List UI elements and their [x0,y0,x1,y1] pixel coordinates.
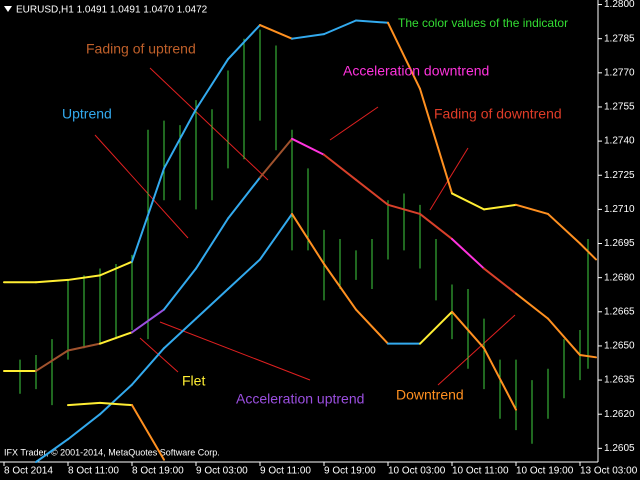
x-tick-label: 10 Oct 19:00 [516,466,574,477]
indicator-segment [227,258,261,291]
indicator-segment [547,317,581,357]
indicator-segment [35,349,69,372]
indicator-segment [227,176,261,220]
y-tick-label: 1.2725 [604,170,635,181]
y-tick-label: 1.2605 [604,443,635,454]
indicator-segment [99,260,133,277]
indicator-segment [291,137,325,156]
indicator-segment [67,342,101,352]
arrow [159,321,311,381]
y-tick-label: 1.2785 [604,33,635,44]
indicator-segment [67,401,101,407]
indicator-segment [291,212,325,265]
indicator-segment [195,288,229,320]
annotation: Acceleration downtrend [343,63,489,79]
indicator-segment [67,413,101,441]
y-tick-label: 1.2710 [604,204,635,215]
y-tick-label: 1.2665 [604,306,635,317]
arrow [94,134,189,239]
annotation: Uptrend [62,106,112,122]
y-tick-label: 1.2650 [604,341,635,352]
annotation: Flet [182,373,205,389]
indicator-segment [323,263,357,311]
indicator-segment [547,212,581,245]
x-tick-label: 10 Oct 11:00 [452,466,509,477]
indicator-segment [195,58,229,111]
indicator-segment [579,354,597,359]
y-tick-label: 1.2755 [604,102,635,113]
indicator-segment [483,203,517,211]
indicator-segment [419,87,453,195]
x-tick-label: 8 Oct 2014 [4,466,53,477]
y-tick-label: 1.2695 [604,238,635,249]
arrow [149,67,269,181]
arrow [437,314,516,386]
symbol-icon [4,6,12,12]
indicator-segment [483,347,517,411]
x-tick-label: 9 Oct 19:00 [324,466,376,477]
indicator-segment [227,24,261,61]
indicator-segment [99,383,133,416]
y-tick-label: 1.2620 [604,409,635,420]
indicator-segment [579,242,597,261]
indicator-segment [419,212,453,240]
x-tick-label: 10 Oct 03:00 [388,466,446,477]
indicator-segment [259,212,293,261]
x-tick-label: 8 Oct 19:00 [132,466,184,477]
annotation: The color values of the indicator [398,16,568,30]
indicator-segment [323,19,357,36]
indicator-segment [259,24,293,40]
indicator-segment [35,278,69,284]
indicator-segment [355,308,389,345]
indicator-segment [451,192,485,211]
indicator-segment [387,21,421,90]
indicator-segment [35,438,69,463]
indicator-segment [451,310,485,350]
arrow [429,147,469,211]
annotation: Fading of uptrend [86,41,196,57]
indicator-segment [163,267,197,311]
indicator-segment [99,401,133,407]
arrow [329,106,379,141]
annotation: Acceleration uptrend [236,391,364,407]
x-tick-label: 9 Oct 11:00 [260,466,311,477]
indicator-segment [131,347,165,386]
indicator-segment [451,237,485,270]
x-tick-label: 9 Oct 03:00 [196,466,248,477]
y-tick-label: 1.2740 [604,136,635,147]
indicator-segment [355,19,389,24]
indicator-segment [131,167,165,263]
indicator-segment [419,310,453,345]
indicator-segment [323,153,357,181]
annotation: Downtrend [396,387,464,403]
indicator-segment [515,203,549,215]
indicator-segment [259,137,293,179]
annotation: Fading of downtrend [434,106,562,122]
indicator-segment [131,404,165,461]
indicator-segment [291,33,325,40]
x-tick-label: 13 Oct 03:00 [580,466,638,477]
indicator-segment [67,274,101,281]
indicator-segment [163,108,197,170]
indicator-segment [483,267,517,295]
indicator-segment [515,292,549,320]
y-tick-label: 1.2770 [604,67,635,78]
y-tick-label: 1.2680 [604,272,635,283]
indicator-segment [163,317,197,350]
indicator-segment [99,331,133,345]
chart-footer: IFX Trader, © 2001-2014, MetaQuotes Soft… [4,447,220,457]
indicator-segment [195,217,229,270]
y-tick-label: 1.2635 [604,375,635,386]
chart-header: EURUSD,H1 1.0491 1.0491 1.0470 1.0472 [16,5,208,16]
indicator-segment [387,203,421,215]
y-tick-label: 1.2800 [604,0,635,10]
x-tick-label: 8 Oct 11:00 [68,466,119,477]
indicator-segment [355,178,389,206]
indicator-segment [131,308,165,334]
